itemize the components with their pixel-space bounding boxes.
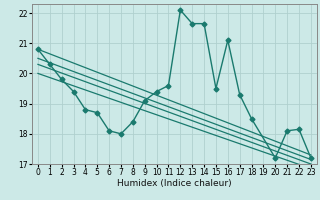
X-axis label: Humidex (Indice chaleur): Humidex (Indice chaleur) (117, 179, 232, 188)
